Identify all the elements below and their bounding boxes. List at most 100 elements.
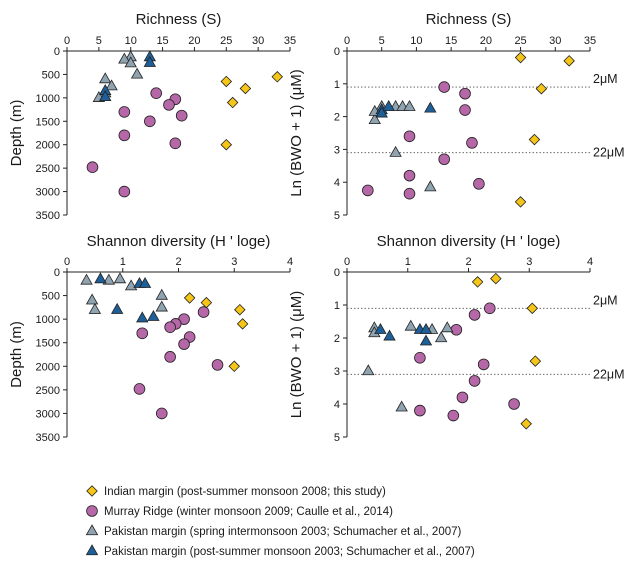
data-point-pak_spring (85, 293, 99, 305)
data-point-murray (118, 129, 131, 142)
data-point-pak_spring (395, 400, 408, 412)
y-tick-label: 2 (334, 333, 340, 345)
data-point-pak_spring (105, 79, 118, 91)
y-tick-label: 5 (334, 210, 340, 222)
data-point-indian (529, 355, 542, 367)
x-tick-label: 5 (379, 35, 385, 47)
data-point-indian (514, 196, 527, 208)
data-point-pak_spring (441, 321, 454, 333)
data-point-pak_spring (124, 56, 137, 68)
data-point-murray (414, 404, 426, 417)
data-point-indian (226, 96, 239, 109)
y-tick-label: 1000 (36, 93, 60, 105)
x-tick-label: 35 (284, 35, 296, 47)
data-point-indian (183, 292, 196, 304)
data-point-pak_spring (389, 145, 402, 157)
data-point-murray (483, 302, 496, 315)
legend-marker-murray (86, 505, 98, 517)
data-point-pak_post (419, 334, 433, 346)
y-tick-label: 1500 (36, 116, 60, 128)
x-tick-label: 10 (125, 35, 137, 47)
x-tick-label: 2 (175, 256, 181, 268)
y-tick-label: 1 (334, 300, 340, 312)
data-point-murray (118, 185, 131, 198)
data-point-pak_post (99, 90, 112, 102)
x-tick-label: 3 (526, 256, 532, 268)
x-axis-title: Shannon diversity (H ' loge) (377, 233, 561, 250)
data-point-pak_spring (99, 72, 112, 84)
data-point-murray (175, 109, 188, 122)
data-point-indian (490, 272, 502, 285)
legend-marker-pak_spring (85, 524, 99, 536)
data-point-pak_spring (404, 319, 417, 331)
data-point-murray (414, 351, 426, 364)
y-tick-label: 1000 (36, 314, 60, 326)
data-point-murray (450, 323, 463, 336)
data-point-murray (477, 358, 490, 371)
legend-label-pak_spring: Pakistan margin (spring intermonsoon 200… (104, 526, 462, 538)
x-tick-label: 2 (465, 256, 471, 268)
x-axis-title: Shannon diversity (H ' loge) (87, 233, 271, 250)
y-tick-label: 2500 (36, 385, 60, 397)
y-tick-label: 0 (54, 46, 60, 58)
x-tick-label: 20 (188, 35, 200, 47)
data-point-pak_spring (102, 273, 116, 285)
x-tick-label: 0 (344, 256, 350, 268)
data-point-indian (234, 303, 246, 316)
legend-marker-indian (86, 485, 98, 497)
y-axis-label: Ln (BWO + 1) (μM) (288, 69, 305, 196)
data-point-murray (473, 178, 485, 190)
data-point-murray (155, 407, 168, 420)
data-point-murray (438, 153, 451, 166)
x-tick-label: 25 (220, 35, 232, 47)
data-point-murray (136, 327, 149, 340)
data-point-murray (466, 137, 478, 149)
data-point-pak_post (138, 276, 152, 288)
x-tick-label: 30 (549, 35, 561, 47)
y-tick-label: 0 (334, 267, 340, 279)
x-tick-label: 15 (156, 35, 168, 47)
data-point-murray (459, 87, 471, 100)
data-point-murray (468, 309, 481, 321)
y-tick-label: 2000 (36, 361, 60, 373)
data-point-pak_spring (403, 99, 416, 111)
x-tick-label: 15 (445, 35, 457, 47)
oxygen-reference-label: 22μM (593, 367, 625, 381)
data-point-pak_post (374, 322, 387, 334)
data-point-pak_spring (88, 302, 102, 314)
data-point-pak_spring (434, 331, 448, 343)
data-point-pak_spring (368, 113, 381, 124)
y-tick-label: 0 (334, 46, 340, 58)
y-tick-label: 500 (42, 291, 60, 303)
panel-p1: Richness (S) Depth (m) 0 5 10 15 20 25 30 35 0 500 1… (8, 11, 296, 222)
data-point-murray (164, 321, 176, 333)
data-point-murray (164, 351, 176, 363)
y-tick-label: 2500 (36, 163, 60, 175)
panel-p3: Shannon diversity (H ' loge) Depth (m) 0 1 2… (8, 233, 293, 444)
y-tick-label: 3500 (36, 210, 60, 222)
legend-label-murray: Murray Ridge (winter monsoon 2009; Caull… (104, 506, 393, 518)
data-point-murray (118, 106, 131, 118)
data-point-murray (468, 375, 481, 387)
data-point-pak_spring (118, 52, 131, 64)
y-tick-label: 1500 (36, 338, 60, 350)
data-point-murray (456, 391, 469, 404)
y-tick-label: 3000 (36, 187, 60, 199)
legend-marker-pak_post (85, 544, 99, 556)
data-point-pak_spring (362, 364, 375, 376)
x-tick-label: 1 (405, 256, 411, 268)
x-tick-label: 10 (410, 35, 422, 47)
x-tick-label: 1 (120, 256, 126, 268)
x-tick-label: 0 (64, 256, 70, 268)
data-point-pak_post (375, 106, 388, 118)
x-tick-label: 0 (344, 35, 350, 47)
data-point-murray (362, 184, 374, 197)
y-tick-label: 1 (334, 79, 340, 91)
y-tick-label: 0 (54, 267, 60, 279)
data-point-pak_spring (424, 180, 437, 192)
y-tick-label: 2000 (36, 140, 60, 152)
x-tick-label: 35 (584, 35, 596, 47)
x-tick-label: 5 (96, 35, 102, 47)
data-point-indian (239, 82, 252, 95)
